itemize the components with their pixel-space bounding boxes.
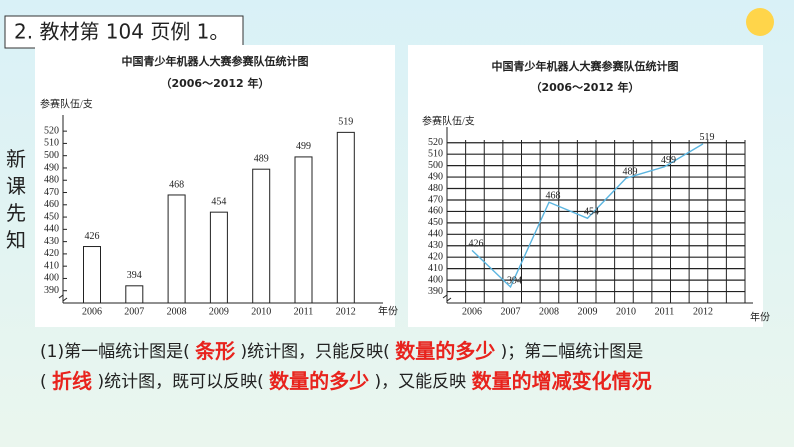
x-axis-label: 年份 xyxy=(750,310,770,323)
x-tick-label: 2008 xyxy=(167,306,187,317)
data-label: 426 xyxy=(469,239,484,250)
y-tick-label: 450 xyxy=(44,211,59,222)
sentence-line: (1)第一幅统计图是( 条形 )统计图，只能反映( 数量的多少 )；第二幅统计图… xyxy=(40,339,643,363)
answer: 数量的多少 xyxy=(395,339,495,363)
data-label: 499 xyxy=(296,141,311,152)
x-tick-label: 2012 xyxy=(693,306,713,317)
y-axis-label: 参赛队伍/支 xyxy=(40,97,93,110)
y-tick-label: 430 xyxy=(428,240,443,251)
line xyxy=(471,143,704,289)
sun-icon xyxy=(746,8,774,36)
y-tick-label: 390 xyxy=(44,285,59,296)
y-tick-label: 460 xyxy=(44,199,59,210)
x-tick-label: 2008 xyxy=(539,306,559,317)
data-label: 426 xyxy=(85,231,100,242)
y-tick-label: 410 xyxy=(428,263,443,274)
data-label: 394 xyxy=(507,275,522,286)
chart-subtitle: （2006～2012 年） xyxy=(160,76,269,90)
data-label: 489 xyxy=(254,153,269,164)
y-tick-label: 390 xyxy=(428,286,443,297)
side-char: 新 xyxy=(6,147,26,171)
bar xyxy=(125,285,144,304)
axis-break xyxy=(58,294,68,302)
x-tick-label: 2010 xyxy=(616,306,636,317)
x-tick-label: 2009 xyxy=(209,306,229,317)
x-tick-label: 2007 xyxy=(501,306,521,317)
y-tick-label: 430 xyxy=(44,236,59,247)
y-tick-label: 520 xyxy=(44,125,59,136)
x-tick-label: 2006 xyxy=(462,306,482,317)
y-tick-label: 520 xyxy=(428,137,443,148)
y-tick-label: 400 xyxy=(428,274,443,285)
bar xyxy=(294,156,313,304)
data-label: 468 xyxy=(546,191,561,202)
y-tick-label: 420 xyxy=(44,248,59,259)
x-tick-label: 2012 xyxy=(336,306,356,317)
chart-title: 中国青少年机器人大赛参赛队伍统计图 xyxy=(122,54,309,68)
x-tick-label: 2006 xyxy=(82,306,102,317)
y-tick-label: 410 xyxy=(44,260,59,271)
x-tick-label: 2010 xyxy=(251,306,271,317)
y-tick-label: 470 xyxy=(44,187,59,198)
y-tick-label: 440 xyxy=(428,229,443,240)
y-tick-label: 480 xyxy=(44,175,59,186)
x-axis-label: 年份 xyxy=(378,304,398,317)
x-tick-label: 2007 xyxy=(124,306,144,317)
y-tick-label: 440 xyxy=(44,224,59,235)
y-axis-label: 参赛队伍/支 xyxy=(422,114,475,127)
bar xyxy=(252,168,271,304)
x-tick-label: 2011 xyxy=(294,306,314,317)
data-label: 394 xyxy=(127,270,142,281)
side-char: 课 xyxy=(6,174,26,198)
chart-title: 中国青少年机器人大赛参赛队伍统计图 xyxy=(492,59,679,73)
bar xyxy=(209,211,228,304)
sentence-part: (1)第一幅统计图是( xyxy=(40,342,190,362)
chart-subtitle: （2006～2012 年） xyxy=(530,80,639,94)
answer: 折线 xyxy=(52,369,92,393)
side-label: 新 课 先 知 xyxy=(6,147,32,252)
data-label: 519 xyxy=(338,117,353,128)
answer: 数量的多少 xyxy=(269,369,369,393)
side-char: 先 xyxy=(6,201,26,225)
side-char: 知 xyxy=(6,228,26,252)
sentence-part: ( xyxy=(40,372,47,392)
axis-break xyxy=(442,294,452,302)
data-label: 468 xyxy=(169,179,184,190)
y-tick-label: 490 xyxy=(44,162,59,173)
heading: 2. 教材第 104 页例 1。 xyxy=(14,20,229,44)
y-tick-label: 490 xyxy=(428,171,443,182)
bar xyxy=(167,194,186,304)
x-tick-label: 2009 xyxy=(578,306,598,317)
y-tick-label: 400 xyxy=(44,273,59,284)
x-tick-label: 2011 xyxy=(655,306,675,317)
y-tick-label: 480 xyxy=(428,183,443,194)
data-label: 454 xyxy=(211,196,226,207)
sentence-part: )统计图，只能反映( xyxy=(241,342,390,362)
data-label: 454 xyxy=(584,207,599,218)
y-tick-label: 510 xyxy=(428,148,443,159)
answer: 数量的增减变化情况 xyxy=(472,369,652,393)
bar xyxy=(336,131,355,304)
y-tick-label: 420 xyxy=(428,252,443,263)
sentence-part: )，又能反映 xyxy=(375,372,467,392)
y-tick-label: 500 xyxy=(428,160,443,171)
data-label: 499 xyxy=(661,155,676,166)
data-label: 519 xyxy=(700,132,715,143)
y-tick-label: 460 xyxy=(428,206,443,217)
heading-box xyxy=(4,15,244,49)
sentence-part: )；第二幅统计图是 xyxy=(501,342,644,362)
sentence-part: )统计图，既可以反映( xyxy=(97,372,263,392)
y-tick-label: 510 xyxy=(44,138,59,149)
answer: 条形 xyxy=(195,339,235,363)
data-label: 489 xyxy=(623,167,638,178)
sentence-line: ( 折线 )统计图，既可以反映( 数量的多少 )，又能反映 数量的增减变化情况 xyxy=(40,369,652,393)
bar xyxy=(83,246,101,304)
y-tick-label: 470 xyxy=(428,194,443,205)
y-tick-label: 450 xyxy=(428,217,443,228)
y-tick-label: 500 xyxy=(44,150,59,161)
